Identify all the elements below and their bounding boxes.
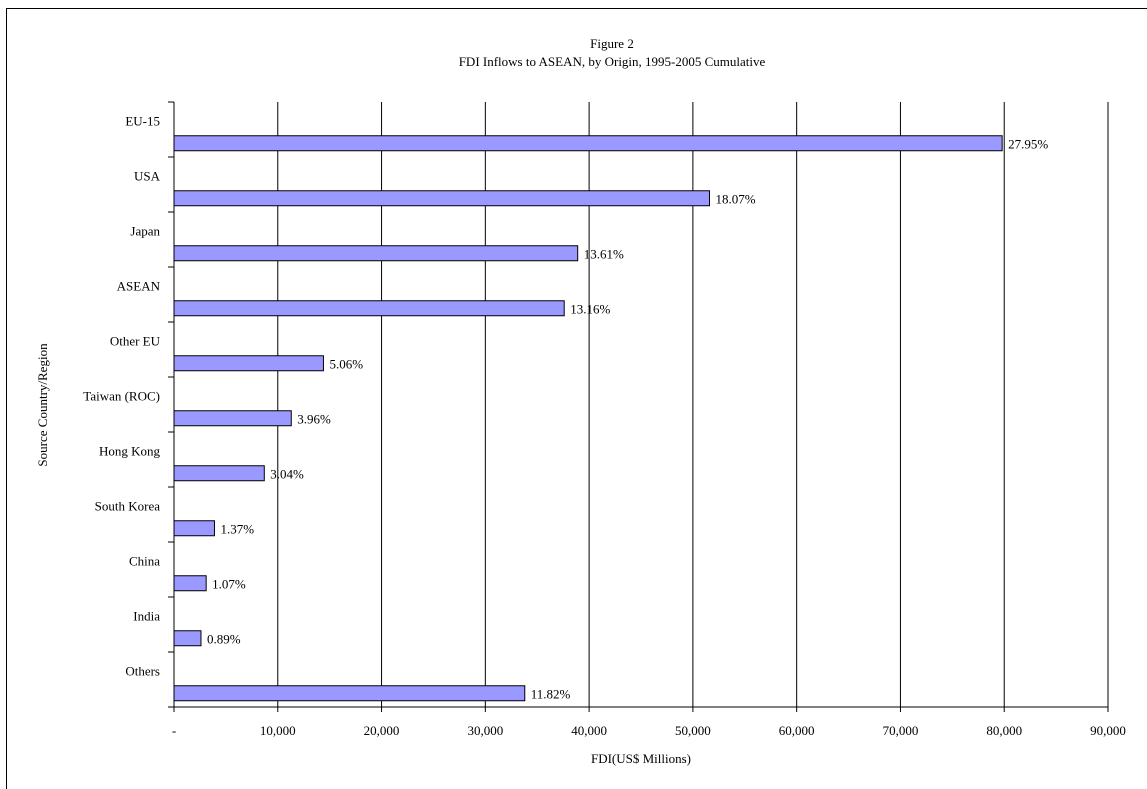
data-label: 18.07% [715, 191, 755, 206]
data-label: 13.16% [570, 301, 610, 316]
category-label: Taiwan (ROC) [83, 389, 160, 404]
gridlines [277, 102, 1109, 707]
category-label: Others [125, 664, 160, 679]
data-label: 11.82% [531, 686, 571, 701]
bar [173, 300, 565, 317]
category-label: Hong Kong [99, 444, 161, 459]
bar [173, 520, 215, 537]
bar [173, 135, 1003, 152]
category-label: Other EU [110, 334, 161, 349]
category-label: ASEAN [117, 279, 161, 294]
x-tick-label: - [172, 723, 176, 738]
x-tick-label: 60,000 [779, 723, 815, 738]
data-label: 3.96% [297, 411, 331, 426]
x-tick-label: 50,000 [675, 723, 711, 738]
x-tick-label: 30,000 [467, 723, 503, 738]
category-label: China [129, 554, 160, 569]
x-tick-label: 80,000 [986, 723, 1022, 738]
bars [173, 135, 1003, 702]
chart-frame [6, 8, 1147, 789]
data-label: 1.07% [212, 576, 246, 591]
x-axis-title: FDI(US$ Millions) [591, 751, 691, 766]
chart-title-line2: FDI Inflows to ASEAN, by Origin, 1995-20… [459, 54, 766, 69]
category-label: Japan [130, 224, 160, 239]
x-tick-label: 40,000 [571, 723, 607, 738]
x-tick-label: 70,000 [883, 723, 919, 738]
bar [173, 575, 207, 592]
bar [173, 685, 526, 702]
category-label: India [133, 609, 160, 624]
bar [173, 245, 579, 262]
data-label: 3.04% [270, 466, 304, 481]
category-label: USA [134, 169, 161, 184]
data-label: 5.06% [329, 356, 363, 371]
x-tick-label: 90,000 [1090, 723, 1126, 738]
bar [173, 190, 710, 207]
category-label: EU-15 [125, 114, 160, 129]
x-tick-label: 10,000 [260, 723, 296, 738]
y-axis-title: Source Country/Region [35, 343, 50, 467]
data-label: 0.89% [207, 631, 241, 646]
data-label: 13.61% [584, 246, 624, 261]
chart-title-line1: Figure 2 [590, 36, 634, 51]
bar [173, 465, 265, 482]
bar [173, 355, 324, 372]
category-label: South Korea [95, 499, 161, 514]
data-label: 1.37% [220, 521, 254, 536]
labels: - 10,000 20,000 30,000 40,000 50,000 60,000 70,… [83, 114, 1126, 739]
axes [168, 101, 1109, 712]
data-label: 27.95% [1008, 136, 1048, 151]
bar [173, 630, 202, 647]
x-tick-label: 20,000 [364, 723, 400, 738]
bar [173, 410, 292, 427]
